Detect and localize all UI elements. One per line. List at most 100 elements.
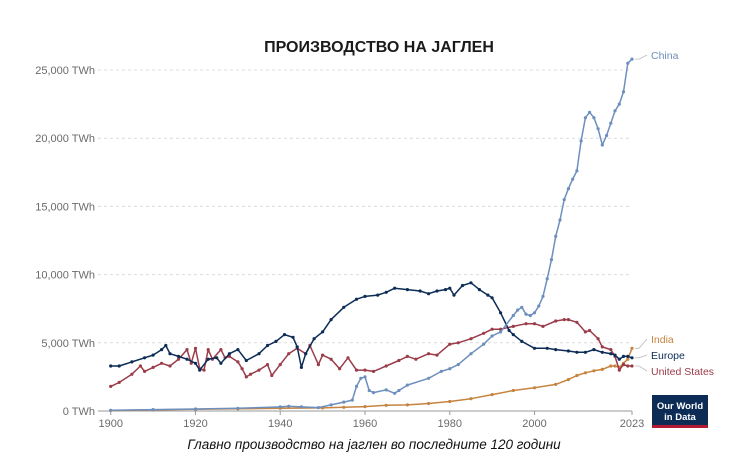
data-point-india bbox=[363, 405, 367, 409]
data-point-china bbox=[566, 187, 571, 191]
logo-line-2: in Data bbox=[664, 412, 696, 423]
data-point-china bbox=[588, 110, 592, 114]
data-point-india bbox=[532, 386, 537, 390]
data-point-united-states bbox=[384, 364, 388, 368]
data-point-united-states bbox=[405, 354, 409, 358]
data-point-china bbox=[583, 116, 588, 120]
data-point-china bbox=[397, 388, 401, 393]
data-point-india bbox=[384, 403, 388, 407]
data-point-united-states bbox=[316, 363, 320, 367]
data-point-europe bbox=[274, 339, 278, 343]
data-point-china bbox=[549, 258, 554, 262]
data-point-europe bbox=[452, 293, 456, 297]
data-point-europe bbox=[490, 296, 494, 300]
data-point-china bbox=[562, 198, 566, 202]
data-point-united-states bbox=[346, 356, 350, 360]
data-point-china bbox=[571, 177, 575, 181]
data-point-india bbox=[469, 397, 473, 401]
data-point-china bbox=[236, 406, 240, 410]
logo-line-1: Our World bbox=[657, 401, 703, 412]
y-tick-label: 15,000 TWh bbox=[35, 201, 95, 213]
data-point-china bbox=[329, 403, 333, 407]
data-point-europe bbox=[393, 286, 397, 290]
data-point-united-states bbox=[151, 365, 155, 369]
data-point-united-states bbox=[583, 330, 588, 334]
data-point-india bbox=[613, 364, 617, 368]
series-united-states bbox=[109, 318, 634, 388]
series-india bbox=[109, 346, 634, 413]
data-point-china bbox=[151, 408, 155, 412]
data-point-united-states bbox=[562, 318, 566, 322]
data-point-united-states bbox=[130, 372, 134, 376]
data-point-europe bbox=[499, 311, 503, 315]
data-point-europe bbox=[486, 293, 490, 297]
data-point-china bbox=[359, 376, 363, 380]
data-point-europe bbox=[130, 360, 134, 364]
data-point-united-states bbox=[566, 318, 571, 322]
data-point-europe bbox=[164, 343, 168, 348]
data-point-united-states bbox=[541, 324, 545, 328]
data-point-united-states bbox=[189, 361, 193, 365]
data-point-europe bbox=[609, 352, 613, 356]
data-point-europe bbox=[160, 348, 164, 352]
data-point-europe bbox=[592, 348, 596, 352]
data-point-united-states bbox=[469, 337, 473, 341]
data-point-china bbox=[528, 313, 532, 318]
data-point-india bbox=[592, 369, 596, 373]
data-point-europe bbox=[227, 352, 231, 356]
data-point-europe bbox=[304, 352, 308, 356]
data-point-china bbox=[558, 218, 562, 222]
data-point-united-states bbox=[600, 345, 604, 349]
series-line-united-states bbox=[110, 318, 632, 388]
data-point-india bbox=[600, 367, 604, 371]
data-point-europe bbox=[469, 281, 473, 285]
data-point-europe bbox=[151, 353, 155, 357]
logo-accent-bar bbox=[652, 425, 708, 428]
data-point-europe bbox=[329, 318, 333, 322]
data-point-europe bbox=[215, 356, 219, 360]
data-point-united-states bbox=[265, 363, 270, 367]
owid-logo[interactable]: Our World in Data bbox=[652, 395, 708, 428]
chart-title: ПРОИЗВОДСТВО НА ЈАГЛЕН bbox=[264, 39, 494, 56]
data-point-china bbox=[592, 116, 596, 120]
data-point-united-states bbox=[287, 352, 291, 356]
data-point-europe bbox=[265, 343, 270, 348]
data-point-china bbox=[499, 330, 503, 334]
data-point-china bbox=[541, 294, 545, 298]
data-point-china bbox=[600, 143, 604, 147]
data-point-china bbox=[605, 133, 609, 138]
data-point-europe bbox=[117, 364, 121, 368]
series-china bbox=[109, 57, 634, 412]
data-point-china bbox=[448, 367, 452, 371]
data-point-europe bbox=[613, 353, 617, 357]
data-point-china bbox=[613, 109, 617, 113]
data-point-europe bbox=[435, 289, 439, 293]
legend-connector-europe bbox=[635, 354, 648, 359]
data-point-europe bbox=[621, 354, 626, 358]
data-point-united-states bbox=[168, 364, 172, 368]
data-point-china bbox=[384, 388, 388, 392]
data-point-europe bbox=[299, 365, 303, 369]
data-point-europe bbox=[443, 288, 448, 292]
data-point-india bbox=[583, 371, 588, 375]
x-tick-label: 1900 bbox=[98, 418, 122, 430]
data-point-china bbox=[621, 90, 626, 94]
data-point-india bbox=[342, 405, 346, 409]
data-point-china bbox=[545, 277, 549, 281]
data-point-united-states bbox=[193, 346, 198, 350]
data-point-united-states bbox=[363, 368, 367, 372]
data-point-united-states bbox=[456, 341, 460, 345]
data-point-europe bbox=[219, 361, 223, 365]
x-tick-label: 1960 bbox=[353, 418, 377, 430]
data-point-china bbox=[350, 398, 354, 402]
data-point-united-states bbox=[257, 368, 261, 372]
data-point-europe bbox=[321, 330, 325, 334]
data-point-china bbox=[524, 312, 528, 316]
legend-label-china: China bbox=[651, 50, 679, 62]
data-point-india bbox=[626, 357, 630, 361]
y-tick-label: 5,000 TWh bbox=[41, 338, 95, 350]
data-point-europe bbox=[376, 293, 380, 297]
data-point-europe bbox=[626, 354, 630, 358]
x-tick-label: 2023 bbox=[620, 418, 644, 430]
